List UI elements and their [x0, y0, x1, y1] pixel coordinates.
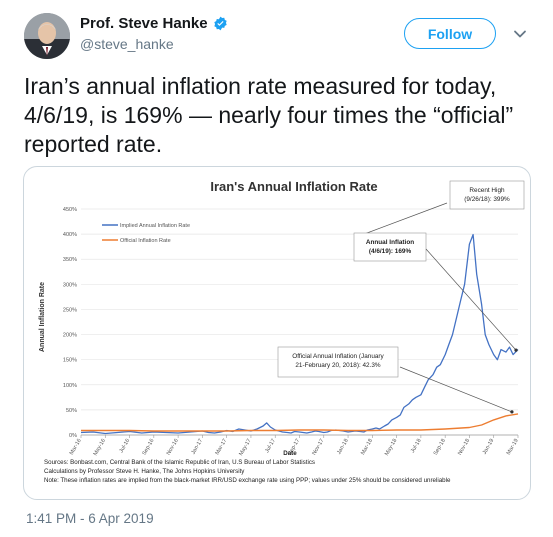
x-axis-label: Date: [283, 450, 297, 457]
x-tick-label: Jan-18: [336, 438, 350, 456]
x-tick-label: Mar-18: [360, 438, 374, 456]
chart-title: Iran's Annual Inflation Rate: [210, 179, 377, 194]
y-tick-label: 400%: [63, 232, 77, 238]
author-handle[interactable]: @steve_hanke: [80, 36, 174, 52]
annotation-label: (9/26/18): 399%: [464, 196, 510, 203]
verified-badge-icon: [213, 16, 227, 31]
x-tick-label: Sep-18: [433, 438, 447, 456]
avatar-image: [24, 13, 70, 59]
x-tick-label: May-18: [384, 438, 398, 457]
inflation-chart: Iran's Annual Inflation Rate Annual Infl…: [39, 179, 525, 484]
annotation-label: 21-February 20, 2018): 42.3%: [295, 362, 381, 369]
display-name[interactable]: Prof. Steve Hanke: [80, 15, 208, 32]
chart-legend: Implied Annual Inflation Rate Official In…: [102, 223, 190, 244]
x-tick-label: Sep-16: [141, 438, 155, 456]
x-tick-label: Mar-16: [69, 438, 83, 456]
y-tick-label: 200%: [63, 333, 77, 339]
chart-annotations: Recent High (9/26/18): 399% Annual Inflati…: [277, 180, 525, 414]
tweet-media-chart[interactable]: Iran's Annual Inflation Rate Annual Infl…: [23, 166, 531, 500]
y-tick-label: 350%: [63, 257, 77, 263]
x-tick-label: Mar-17: [214, 438, 228, 456]
y-tick-label: 100%: [63, 383, 77, 389]
annotation-box: [449, 180, 525, 210]
author-name-row: Prof. Steve Hanke: [80, 15, 228, 32]
x-tick-label: Jul-16: [119, 438, 132, 454]
y-axis-label: Annual Inflation Rate: [39, 282, 46, 352]
chart-footnotes: Sources: Bonbast.com, Central Bank of th…: [44, 450, 451, 484]
chart-footnote: Sources: Bonbast.com, Central Bank of th…: [44, 459, 315, 466]
x-tick-label: Jan-19: [482, 438, 496, 456]
legend-entry: Official Inflation Rate: [120, 238, 171, 244]
y-tick-label: 250%: [63, 307, 77, 313]
y-tick-label: 50%: [66, 408, 77, 414]
x-tick-label: Nov-16: [166, 438, 180, 456]
tweet-timestamp[interactable]: 1:41 PM - 6 Apr 2019: [26, 511, 154, 526]
x-tick-label: Nov-17: [311, 438, 325, 456]
x-tick-label: Jul-18: [410, 438, 423, 454]
annotation-arrow-head: [510, 410, 514, 414]
x-tick-label: May-16: [93, 438, 107, 457]
annotation-arrow: [399, 366, 513, 413]
y-gridlines: [80, 208, 519, 438]
y-tick-label: 300%: [63, 282, 77, 288]
y-tick-label: 150%: [63, 358, 77, 364]
x-tick-label: May-17: [238, 438, 252, 457]
series-line-official: [81, 413, 519, 432]
chevron-down-icon[interactable]: [513, 27, 527, 41]
follow-button[interactable]: Follow: [404, 18, 496, 49]
chart-footnote: Note: These inflation rates are implied …: [44, 477, 451, 484]
annotation-label: (4/6/19): 169%: [369, 248, 412, 255]
y-tick-label: 450%: [63, 207, 77, 213]
x-tick-label: Nov-18: [457, 438, 471, 456]
legend-entry: Implied Annual Inflation Rate: [120, 223, 190, 229]
x-tick-label: Mar-19: [506, 438, 520, 456]
x-tick-label: Jan-17: [191, 438, 205, 456]
y-tick-labels: 0% 50% 100% 150% 200% 250% 300% 350% 400% 450%: [63, 207, 77, 439]
annotation-arrow: [425, 248, 517, 351]
series-lines: [80, 233, 519, 435]
annotation-arrow: [357, 202, 448, 237]
y-tick-label: 0%: [69, 433, 77, 439]
avatar[interactable]: [24, 13, 70, 59]
annotation-label: Annual Inflation: [366, 239, 414, 246]
annotation-box: [353, 232, 427, 262]
annotation-box: [277, 346, 399, 378]
series-line-implied: [80, 233, 519, 435]
chart-footnote: Calculations by Professor Steve H. Hanke…: [44, 468, 245, 475]
annotation-label: Recent High: [469, 187, 505, 194]
annotation-arrow-head: [514, 348, 518, 352]
annotation-label: Official Annual Inflation (January: [292, 353, 384, 360]
tweet-text: Iran’s annual inflation rate measured fo…: [24, 73, 514, 157]
x-tick-label: Jul-17: [264, 438, 277, 454]
